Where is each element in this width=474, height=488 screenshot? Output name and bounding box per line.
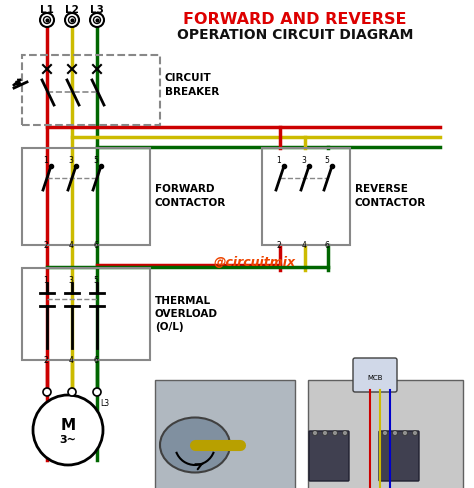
Text: 2: 2: [277, 241, 282, 250]
Text: 1: 1: [44, 156, 48, 165]
Text: FORWARD AND REVERSE: FORWARD AND REVERSE: [183, 12, 407, 27]
Circle shape: [65, 13, 79, 27]
Text: 6: 6: [325, 241, 329, 250]
Circle shape: [43, 388, 51, 396]
Text: L2: L2: [75, 399, 84, 408]
FancyBboxPatch shape: [309, 431, 349, 481]
Circle shape: [402, 430, 408, 435]
Text: 4: 4: [69, 356, 73, 365]
Text: 5: 5: [93, 156, 99, 165]
Text: CIRCUIT
BREAKER: CIRCUIT BREAKER: [165, 73, 219, 97]
Bar: [22, 268, 150, 360]
FancyBboxPatch shape: [353, 358, 397, 392]
Text: 3: 3: [69, 156, 73, 165]
Text: 3~: 3~: [60, 435, 76, 445]
Text: MCB: MCB: [367, 375, 383, 381]
Circle shape: [33, 395, 103, 465]
Text: 1: 1: [277, 156, 282, 165]
Circle shape: [343, 430, 347, 435]
Text: 5: 5: [93, 276, 99, 285]
Ellipse shape: [160, 418, 230, 472]
Bar: [22, 148, 150, 245]
Circle shape: [412, 430, 418, 435]
Circle shape: [93, 17, 100, 23]
FancyBboxPatch shape: [308, 380, 463, 488]
FancyBboxPatch shape: [155, 380, 295, 488]
Text: 5: 5: [325, 156, 329, 165]
FancyBboxPatch shape: [379, 431, 419, 481]
Text: L3: L3: [100, 399, 109, 408]
Bar: [262, 148, 350, 245]
Text: 4: 4: [69, 241, 73, 250]
Text: L1: L1: [40, 5, 54, 15]
Text: 2: 2: [44, 356, 48, 365]
Text: L1: L1: [50, 399, 59, 408]
Bar: [22, 55, 160, 125]
Circle shape: [90, 13, 104, 27]
Text: 1: 1: [44, 276, 48, 285]
Circle shape: [40, 13, 54, 27]
Text: M: M: [61, 419, 75, 433]
Text: FORWARD
CONTACTOR: FORWARD CONTACTOR: [155, 184, 226, 207]
Text: L2: L2: [65, 5, 79, 15]
Text: 4: 4: [301, 241, 306, 250]
Text: @circuitmix: @circuitmix: [214, 256, 296, 268]
Circle shape: [69, 17, 75, 23]
Circle shape: [392, 430, 398, 435]
Text: REVERSE
CONTACTOR: REVERSE CONTACTOR: [355, 184, 426, 207]
Text: THERMAL
OVERLOAD
(O/L): THERMAL OVERLOAD (O/L): [155, 296, 218, 332]
Text: 3: 3: [301, 156, 306, 165]
Circle shape: [322, 430, 328, 435]
Circle shape: [383, 430, 388, 435]
Circle shape: [332, 430, 337, 435]
Text: 6: 6: [93, 356, 99, 365]
Text: OPERATION CIRCUIT DIAGRAM: OPERATION CIRCUIT DIAGRAM: [177, 28, 413, 42]
Text: 3: 3: [69, 276, 73, 285]
Text: L3: L3: [90, 5, 104, 15]
Text: 6: 6: [93, 241, 99, 250]
Text: 2: 2: [44, 241, 48, 250]
Circle shape: [93, 388, 101, 396]
Circle shape: [68, 388, 76, 396]
Circle shape: [312, 430, 318, 435]
Circle shape: [44, 17, 51, 23]
